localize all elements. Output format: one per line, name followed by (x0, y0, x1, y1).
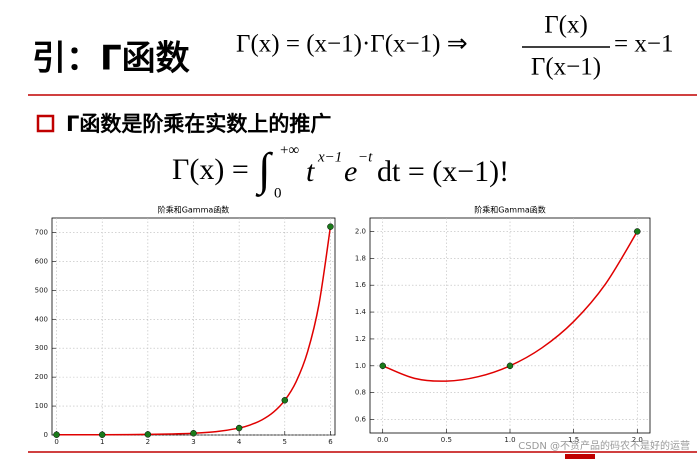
y-tick-label: 100 (35, 402, 48, 410)
data-point (98, 431, 106, 438)
data-point (327, 223, 334, 230)
chart-title: 阶乘和Gamma函数 (474, 205, 546, 215)
y-tick-label: 0.6 (355, 416, 367, 424)
formula-power: x−1 (317, 149, 342, 165)
data-point (144, 431, 152, 438)
y-tick-label: 600 (35, 257, 48, 265)
slide-title: 引：Γ函数 (32, 39, 190, 79)
y-tick-label: 200 (35, 373, 48, 381)
chart-title: 阶乘和Gamma函数 (158, 205, 230, 215)
y-tick-label: 1.0 (355, 362, 366, 370)
data-point (190, 430, 197, 437)
bullet-icon (36, 114, 55, 133)
watermark: CSDN @不贪产品的码农不是好的运营 (518, 439, 690, 452)
y-tick-label: 400 (35, 315, 48, 323)
y-tick-label: 0.8 (355, 389, 366, 397)
y-tick-label: 500 (35, 286, 48, 294)
formula-power: −t (358, 149, 373, 165)
formula: e (344, 155, 357, 188)
x-tick-label: 2.0 (632, 436, 643, 444)
x-tick-label: 0.5 (441, 436, 452, 444)
y-tick-label: 1.4 (355, 308, 367, 316)
bullet-text: Γ函数是阶乘在实数上的推广 (66, 112, 331, 136)
x-tick-label: 2 (146, 438, 150, 446)
formula: Γ(x) = (172, 153, 249, 186)
y-tick-label: 2.0 (355, 227, 366, 235)
y-tick-label: 1.2 (355, 335, 366, 343)
x-tick-label: 5 (283, 438, 287, 446)
x-tick-label: 0 (54, 438, 58, 446)
formula: t (306, 155, 315, 188)
formula-denominator: Γ(x−1) (531, 54, 601, 81)
x-tick-label: 0.0 (377, 436, 388, 444)
y-tick-label: 300 (35, 344, 48, 352)
formula: = x−1 (614, 31, 673, 58)
data-point (281, 397, 289, 404)
x-tick-label: 1.5 (568, 436, 579, 444)
y-tick-label: 1.8 (355, 254, 366, 262)
data-point (235, 424, 243, 432)
formula: dt = (x−1)! (377, 155, 509, 188)
formula-integral: ∫ (255, 144, 273, 198)
data-point (506, 362, 514, 370)
y-tick-label: 1.6 (355, 281, 367, 289)
data-point (379, 362, 386, 370)
data-point (53, 431, 60, 438)
x-tick-label: 6 (328, 438, 333, 446)
x-tick-label: 4 (237, 438, 242, 446)
x-tick-label: 3 (191, 438, 195, 446)
data-point (634, 228, 641, 235)
formula-numerator: Γ(x) (544, 12, 588, 39)
x-tick-label: 1.0 (504, 436, 515, 444)
formula: Γ(x) = (x−1)·Γ(x−1) ⇒ (236, 31, 468, 58)
x-tick-label: 1 (100, 438, 104, 446)
y-tick-label: 0 (44, 431, 48, 439)
formula-upper: +∞ (280, 142, 299, 158)
y-tick-label: 700 (35, 228, 48, 236)
logo (565, 454, 595, 459)
formula-lower: 0 (274, 185, 282, 201)
